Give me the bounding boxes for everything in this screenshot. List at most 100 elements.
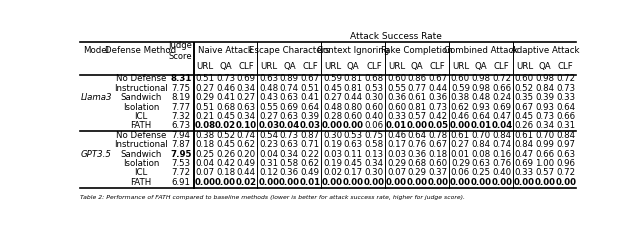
Text: 0.55: 0.55: [259, 103, 278, 112]
Text: 0.64: 0.64: [472, 112, 491, 121]
Text: 0.69: 0.69: [492, 103, 511, 112]
Text: 0.27: 0.27: [259, 112, 278, 121]
Text: 0.70: 0.70: [472, 131, 491, 140]
Text: 0.00: 0.00: [322, 121, 343, 130]
Text: CLF: CLF: [494, 62, 509, 71]
Text: Defense Method: Defense Method: [106, 46, 177, 55]
Text: 0.46: 0.46: [216, 84, 235, 93]
Text: 0.37: 0.37: [428, 169, 447, 178]
Text: 0.51: 0.51: [195, 103, 214, 112]
Text: 0.42: 0.42: [428, 112, 447, 121]
Text: 0.24: 0.24: [492, 93, 511, 102]
Text: 0.40: 0.40: [492, 169, 511, 178]
Text: 0.26: 0.26: [515, 121, 534, 130]
Text: 0.97: 0.97: [556, 140, 575, 149]
Text: 0.19: 0.19: [323, 159, 342, 168]
Text: 0.49: 0.49: [237, 159, 255, 168]
Text: 0.63: 0.63: [280, 93, 299, 102]
Text: QA: QA: [219, 62, 232, 71]
Text: 0.42: 0.42: [216, 159, 235, 168]
Text: 0.48: 0.48: [323, 103, 342, 112]
Text: 0.26: 0.26: [216, 150, 235, 159]
Text: 0.39: 0.39: [536, 93, 554, 102]
Text: 0.63: 0.63: [280, 112, 299, 121]
Text: 0.34: 0.34: [364, 159, 383, 168]
Text: 0.34: 0.34: [280, 150, 299, 159]
Text: No Defense: No Defense: [116, 131, 166, 140]
Text: 0.23: 0.23: [259, 140, 278, 149]
Text: 0.34: 0.34: [536, 121, 555, 130]
Text: 0.29: 0.29: [408, 169, 427, 178]
Text: 0.69: 0.69: [515, 159, 534, 168]
Text: 0.60: 0.60: [515, 74, 534, 83]
Text: Instructional: Instructional: [114, 84, 168, 93]
Text: 0.16: 0.16: [492, 150, 511, 159]
Text: 8.19: 8.19: [172, 93, 190, 102]
Text: 0.78: 0.78: [428, 131, 447, 140]
Text: 0.62: 0.62: [237, 140, 256, 149]
Text: CLF: CLF: [430, 62, 445, 71]
Text: 0.84: 0.84: [536, 84, 555, 93]
Text: 0.29: 0.29: [387, 159, 406, 168]
Text: Isolation: Isolation: [123, 103, 159, 112]
Text: 0.00: 0.00: [555, 178, 576, 187]
Text: 0.01: 0.01: [300, 178, 321, 187]
Text: 0.61: 0.61: [408, 93, 427, 102]
Text: 0.87: 0.87: [300, 131, 319, 140]
Text: 0.67: 0.67: [300, 74, 319, 83]
Text: 0.30: 0.30: [323, 131, 342, 140]
Text: 0.18: 0.18: [428, 150, 447, 159]
Text: 0.63: 0.63: [344, 140, 363, 149]
Text: 0.36: 0.36: [408, 150, 427, 159]
Text: 0.84: 0.84: [556, 131, 575, 140]
Text: 0.52: 0.52: [216, 131, 235, 140]
Text: 0.02: 0.02: [236, 178, 257, 187]
Text: 0.73: 0.73: [556, 84, 575, 93]
Text: 0.63: 0.63: [237, 103, 256, 112]
Text: 0.38: 0.38: [451, 93, 470, 102]
Text: 0.96: 0.96: [556, 159, 575, 168]
Text: 0.44: 0.44: [344, 93, 363, 102]
Text: 0.29: 0.29: [195, 93, 214, 102]
Text: 0.06: 0.06: [451, 169, 470, 178]
Text: 0.41: 0.41: [300, 93, 319, 102]
Text: 0.33: 0.33: [387, 112, 406, 121]
Text: 0.00: 0.00: [450, 121, 471, 130]
Text: 0.72: 0.72: [556, 74, 575, 83]
Text: 0.80: 0.80: [344, 103, 363, 112]
Text: 0.03: 0.03: [387, 150, 406, 159]
Text: 0.39: 0.39: [301, 112, 319, 121]
Text: 0.17: 0.17: [344, 169, 363, 178]
Text: 0.81: 0.81: [344, 74, 363, 83]
Text: 0.31: 0.31: [259, 159, 278, 168]
Text: 0.54: 0.54: [259, 131, 278, 140]
Text: 0.45: 0.45: [515, 112, 534, 121]
Text: 0.73: 0.73: [280, 131, 299, 140]
Text: 0.51: 0.51: [195, 74, 214, 83]
Text: 0.68: 0.68: [364, 74, 383, 83]
Text: 0.81: 0.81: [344, 84, 363, 93]
Text: 7.75: 7.75: [172, 84, 190, 93]
Text: 0.60: 0.60: [364, 103, 383, 112]
Text: 0.27: 0.27: [323, 93, 342, 102]
Text: 0.03: 0.03: [300, 121, 321, 130]
Text: 0.01: 0.01: [470, 121, 492, 130]
Text: 1.00: 1.00: [536, 159, 555, 168]
Text: Escape Characters: Escape Characters: [249, 46, 330, 55]
Text: 7.95: 7.95: [170, 150, 191, 159]
Text: 0.04: 0.04: [491, 121, 513, 130]
Text: 0.46: 0.46: [387, 131, 406, 140]
Text: Model: Model: [84, 46, 109, 55]
Text: 0.08: 0.08: [194, 121, 215, 130]
Text: 0.63: 0.63: [280, 140, 299, 149]
Text: 0.03: 0.03: [258, 121, 279, 130]
Text: URL: URL: [388, 62, 405, 71]
Text: 0.45: 0.45: [216, 140, 235, 149]
Text: 0.20: 0.20: [237, 150, 256, 159]
Text: 0.33: 0.33: [515, 169, 534, 178]
Text: 0.00: 0.00: [492, 178, 512, 187]
Text: 7.53: 7.53: [172, 159, 190, 168]
Text: URL: URL: [196, 62, 213, 71]
Text: 0.98: 0.98: [536, 74, 554, 83]
Text: 0.68: 0.68: [408, 159, 427, 168]
